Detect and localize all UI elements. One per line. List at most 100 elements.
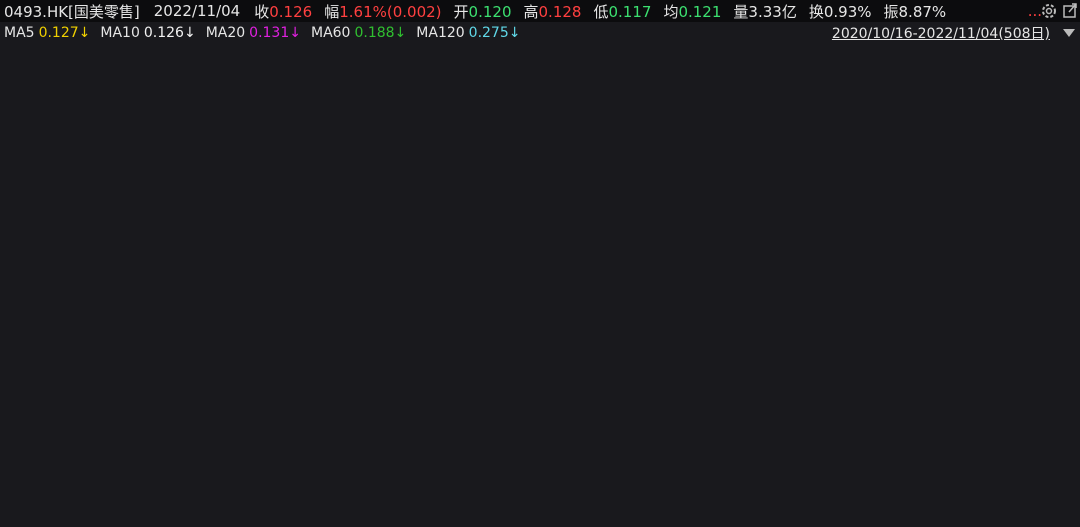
event-star: * <box>545 48 551 61</box>
range-dropdown[interactable] <box>1062 28 1076 38</box>
candle-body <box>496 363 504 377</box>
event-star: * <box>797 48 803 61</box>
more-button[interactable]: ... <box>1027 2 1042 20</box>
candle-body <box>833 447 841 459</box>
event-star: * <box>437 48 443 61</box>
candle-body <box>575 392 583 396</box>
candle-body <box>120 340 128 353</box>
event-star: * <box>882 48 888 61</box>
event-star: * <box>422 48 428 61</box>
quote-field: 低0.117 <box>593 1 651 22</box>
candle-body <box>734 440 742 447</box>
legend-name: MA5 <box>4 25 35 41</box>
field-value: 0.93% <box>823 2 872 21</box>
y-tick-label: 0.100 <box>1012 486 1052 502</box>
annotation-label: 2.550 <box>103 48 143 64</box>
event-star: * <box>415 48 421 61</box>
field-label: 幅 <box>324 2 340 21</box>
settings-icon[interactable] <box>1040 2 1058 20</box>
event-star: * <box>380 48 386 61</box>
event-star: * <box>580 48 586 61</box>
quote-field: 开0.120 <box>454 1 512 22</box>
quote-field: 高0.128 <box>524 1 582 22</box>
candle-body <box>417 358 425 370</box>
event-star: * <box>362 48 368 61</box>
candle-body <box>179 157 187 193</box>
event-star: * <box>257 48 263 61</box>
candle-body <box>338 294 346 348</box>
event-star: * <box>622 48 628 61</box>
legend-entry: MA60 0.188↓ <box>311 25 406 41</box>
event-star: * <box>723 48 729 61</box>
event-star: * <box>445 48 451 61</box>
y-tick-label: 2.100 <box>1012 142 1052 158</box>
candle-body <box>793 437 801 446</box>
event-star: * <box>242 48 248 61</box>
event-star: * <box>630 48 636 61</box>
field-value: 1.61%(0.002) <box>339 2 442 21</box>
ma-line <box>4 275 976 464</box>
field-label: 量 <box>733 2 749 21</box>
event-star: * <box>615 48 621 61</box>
event-star: * <box>250 48 256 61</box>
event-r: R <box>477 509 483 519</box>
candle-body <box>674 414 682 428</box>
quote-field: 振8.87% <box>884 1 947 22</box>
candle-body <box>912 474 920 485</box>
candle-body <box>219 217 227 250</box>
annotation-label: 0.116 <box>856 487 896 503</box>
field-label: 开 <box>453 2 469 21</box>
export-icon[interactable] <box>1062 2 1078 20</box>
event-star: * <box>835 48 841 61</box>
candle-body <box>239 248 247 270</box>
candle-body <box>595 394 603 397</box>
legend-entry: MA5 0.127↓ <box>4 25 90 41</box>
candle-body <box>852 457 860 466</box>
candle-body <box>536 383 544 391</box>
event-star: * <box>917 48 923 61</box>
candle-body <box>753 442 761 447</box>
event-star: * <box>287 48 293 61</box>
y-tick-label: 1.100 <box>1012 314 1052 330</box>
candle-body <box>456 380 464 384</box>
event-r: R <box>687 509 693 519</box>
quote-field: 均0.121 <box>663 1 721 22</box>
candle-body <box>892 466 900 476</box>
legend-value: 0.275↓ <box>468 25 521 41</box>
event-star: * <box>825 48 831 61</box>
legend-entry: MA10 0.126↓ <box>100 25 195 41</box>
event-star: * <box>337 48 343 61</box>
annotation-arrowhead <box>174 51 181 59</box>
candle-body <box>932 483 940 489</box>
candle-body <box>872 464 880 468</box>
annotation-arrowhead <box>927 490 933 498</box>
field-label: 换 <box>808 2 824 21</box>
plot-background <box>0 44 1080 527</box>
candle-body <box>635 399 643 415</box>
event-star: * <box>392 48 398 61</box>
event-star: * <box>202 48 208 61</box>
quote-field: 换0.93% <box>809 1 872 22</box>
candle-body <box>773 442 781 446</box>
candle-body <box>654 399 662 416</box>
legend-entry: MA120 0.275↓ <box>416 25 520 41</box>
candle-body <box>951 487 959 490</box>
event-star: * <box>731 48 737 61</box>
field-value: 0.126 <box>269 2 313 21</box>
event-star: * <box>460 48 466 61</box>
candle-body <box>397 364 405 370</box>
candle-body <box>357 346 365 360</box>
event-star: * <box>485 48 491 61</box>
event-r: R <box>217 509 223 519</box>
candle-body <box>60 342 68 348</box>
event-star: * <box>957 48 963 61</box>
legend: MA5 0.127↓ MA10 0.126↓ MA20 0.131↓ MA60 0.188↓ M… <box>4 25 530 41</box>
candle-body <box>615 395 623 415</box>
field-value: 0.120 <box>468 2 512 21</box>
legend-value: 0.188↓ <box>354 25 407 41</box>
candle-body <box>377 358 385 366</box>
field-label: 均 <box>663 2 679 21</box>
date-range[interactable]: 2020/10/16-2022/11/04(508日) <box>831 26 1050 42</box>
candle-body <box>476 363 484 384</box>
y-tick-label: 0.600 <box>1012 400 1052 416</box>
